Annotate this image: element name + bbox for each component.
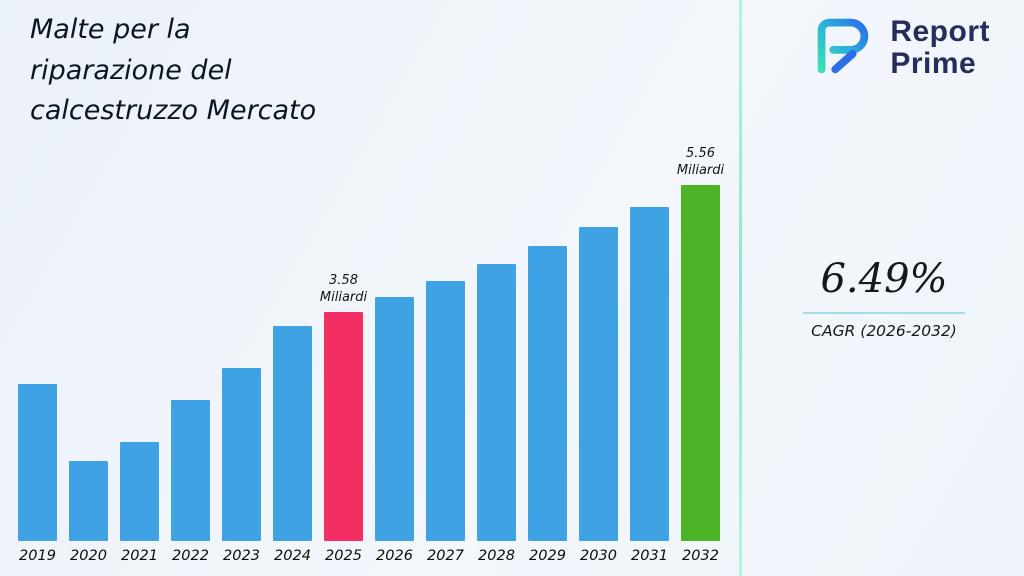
bar-2029: [528, 246, 567, 541]
x-tick-2020: 2020: [70, 548, 107, 564]
bar-annotation-2032: 5.56 Miliardi: [676, 145, 725, 179]
bar-2021: [120, 442, 159, 541]
x-tick-2027: 2027: [427, 548, 464, 564]
bar-column-2023: 2023: [222, 368, 261, 564]
chart-title: Malte per la riparazione del calcestruzz…: [30, 14, 317, 126]
bar-column-2027: 2027: [426, 281, 465, 564]
bar-column-2031: 2031: [630, 207, 669, 564]
bar-2019: [18, 384, 57, 541]
bar-2025: [324, 312, 363, 541]
bar-2027: [426, 281, 465, 541]
bar-2022: [171, 400, 210, 541]
bar-2028: [477, 264, 516, 541]
bar-chart: 2019 2020 2021 2022 2023 2024 3.58 Miliardi 2025…: [18, 112, 724, 564]
cagr-underline: [803, 312, 965, 314]
bar-annotation-2025: 3.58 Miliardi: [319, 272, 368, 306]
x-tick-2025: 2025: [325, 548, 362, 564]
bars-row: 2019 2020 2021 2022 2023 2024 3.58 Miliardi 2025…: [18, 112, 724, 564]
x-tick-2029: 2029: [529, 548, 566, 564]
x-tick-2026: 2026: [376, 548, 413, 564]
cagr-label: CAGR (2026-2032): [811, 322, 957, 340]
brand-logo: Report Prime: [806, 14, 990, 82]
bar-column-2021: 2021: [120, 442, 159, 564]
report-prime-logo-icon: [806, 14, 878, 82]
bar-2030: [579, 227, 618, 541]
x-tick-2028: 2028: [478, 548, 515, 564]
bar-column-2029: 2029: [528, 246, 567, 564]
brand-name-line2: Prime: [890, 47, 977, 80]
x-tick-2031: 2031: [631, 548, 668, 564]
vertical-divider: [739, 0, 742, 576]
x-tick-2030: 2030: [580, 548, 617, 564]
bar-2026: [375, 297, 414, 541]
x-tick-2023: 2023: [223, 548, 260, 564]
brand-name: Report Prime: [890, 14, 990, 81]
x-tick-2022: 2022: [172, 548, 209, 564]
bar-column-2022: 2022: [171, 400, 210, 564]
bar-2024: [273, 326, 312, 541]
bar-column-2030: 2030: [579, 227, 618, 564]
bar-column-2024: 2024: [273, 326, 312, 564]
brand-name-line1: Report: [890, 14, 990, 48]
x-tick-2019: 2019: [19, 548, 56, 564]
bar-column-2028: 2028: [477, 264, 516, 564]
cagr-stat-block: 6.49% CAGR (2026-2032): [803, 256, 965, 340]
bar-2032: [681, 185, 720, 541]
bar-column-2025: 3.58 Miliardi 2025: [320, 272, 367, 564]
x-tick-2021: 2021: [121, 548, 158, 564]
bar-column-2019: 2019: [18, 384, 57, 564]
bar-column-2026: 2026: [375, 297, 414, 564]
bar-column-2032: 5.56 Miliardi 2032: [677, 145, 724, 564]
bar-2023: [222, 368, 261, 541]
bar-column-2020: 2020: [69, 461, 108, 564]
x-tick-2032: 2032: [682, 548, 719, 564]
cagr-value: 6.49%: [820, 256, 948, 302]
x-tick-2024: 2024: [274, 548, 311, 564]
bar-2031: [630, 207, 669, 541]
bar-2020: [69, 461, 108, 541]
